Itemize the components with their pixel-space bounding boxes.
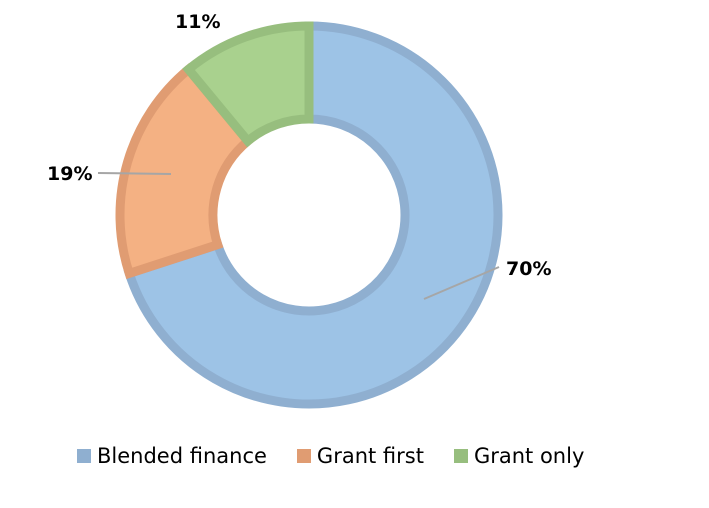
data-label-blended-finance: 70% <box>506 258 552 280</box>
legend-item-grant-only: Grant only <box>453 444 585 468</box>
slice-grant-only <box>182 21 314 148</box>
legend-item-grant-first: Grant first <box>296 444 424 468</box>
data-label-grant-only: 11% <box>175 11 221 33</box>
legend-label: Grant first <box>316 444 424 468</box>
leader-line-19 <box>97 172 172 175</box>
data-label-grant-first: 19% <box>47 163 93 185</box>
slice-grant-first <box>115 63 255 280</box>
legend-label: Blended finance <box>97 444 267 468</box>
legend-swatch-blended-finance <box>77 449 91 463</box>
legend-swatch-grant-only <box>453 449 468 463</box>
legend: Blended finance Grant first Grant only <box>77 444 614 468</box>
legend-swatch-grant-first <box>296 449 311 463</box>
legend-label: Grant only <box>473 444 585 468</box>
leader-line-70 <box>423 266 500 300</box>
slice-blended-finance <box>123 21 503 409</box>
legend-item-blended-finance: Blended finance <box>77 444 267 468</box>
